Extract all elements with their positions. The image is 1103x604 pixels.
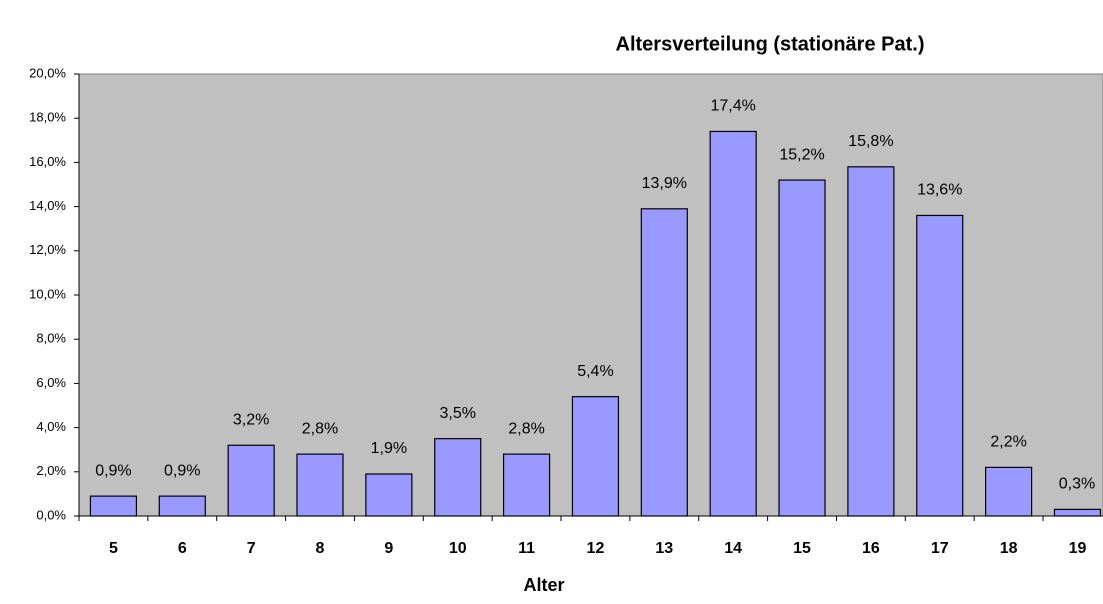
bar bbox=[847, 166, 895, 517]
y-tick-label: 16,0% bbox=[29, 154, 66, 169]
y-tick-label: 0,0% bbox=[36, 507, 66, 522]
bar bbox=[571, 396, 620, 517]
y-tick-label: 12,0% bbox=[29, 242, 66, 257]
bar bbox=[296, 453, 344, 517]
y-tick-label: 6,0% bbox=[36, 375, 66, 390]
x-tick-label: 8 bbox=[316, 540, 325, 557]
value-label: 3,2% bbox=[233, 411, 269, 428]
value-label: 15,8% bbox=[848, 133, 893, 150]
bar bbox=[227, 444, 275, 517]
y-tick-label: 20,0% bbox=[29, 65, 66, 80]
x-tick-label: 16 bbox=[862, 540, 880, 557]
bar bbox=[365, 473, 413, 517]
x-tick-label: 13 bbox=[655, 540, 673, 557]
value-label: 0,3% bbox=[1059, 476, 1095, 493]
y-tick-label: 8,0% bbox=[36, 331, 66, 346]
x-tick-label: 5 bbox=[109, 540, 118, 557]
bar bbox=[502, 453, 551, 517]
bar bbox=[916, 214, 964, 517]
y-tick-label: 2,0% bbox=[36, 463, 66, 478]
bar bbox=[1053, 508, 1102, 517]
value-label: 17,4% bbox=[710, 98, 755, 115]
x-tick-label: 12 bbox=[587, 540, 605, 557]
y-tick-label: 10,0% bbox=[29, 286, 66, 301]
y-tick-label: 4,0% bbox=[36, 419, 66, 434]
value-label: 2,2% bbox=[990, 434, 1026, 451]
bar bbox=[709, 130, 757, 517]
x-tick-label: 10 bbox=[449, 540, 467, 557]
x-axis-label: Alter bbox=[523, 575, 564, 595]
value-label: 0,9% bbox=[164, 462, 200, 479]
y-tick-label: 18,0% bbox=[29, 110, 66, 125]
value-label: 5,4% bbox=[577, 363, 613, 380]
chart-title: Altersverteilung (stationäre Pat.) bbox=[616, 33, 925, 55]
value-label: 2,8% bbox=[508, 420, 544, 437]
value-label: 13,9% bbox=[642, 175, 687, 192]
value-label: 0,9% bbox=[95, 462, 131, 479]
x-tick-label: 9 bbox=[384, 540, 393, 557]
x-tick-label: 15 bbox=[793, 540, 811, 557]
bar bbox=[89, 495, 138, 517]
x-tick-label: 6 bbox=[178, 540, 187, 557]
value-label: 13,6% bbox=[917, 182, 962, 199]
x-tick-label: 14 bbox=[724, 540, 742, 557]
bar bbox=[158, 495, 206, 517]
value-label: 2,8% bbox=[302, 420, 338, 437]
x-tick-label: 19 bbox=[1069, 540, 1087, 557]
value-label: 15,2% bbox=[779, 146, 824, 163]
value-label: 1,9% bbox=[371, 440, 407, 457]
bar bbox=[985, 466, 1033, 517]
x-tick-label: 11 bbox=[518, 540, 535, 557]
x-tick-label: 17 bbox=[931, 540, 949, 557]
bar bbox=[778, 179, 826, 517]
x-tick-label: 18 bbox=[1000, 540, 1018, 557]
bar bbox=[640, 208, 688, 517]
x-tick-label: 7 bbox=[247, 540, 256, 557]
y-tick-label: 14,0% bbox=[29, 198, 66, 213]
bar bbox=[434, 438, 482, 517]
value-label: 3,5% bbox=[439, 405, 475, 422]
